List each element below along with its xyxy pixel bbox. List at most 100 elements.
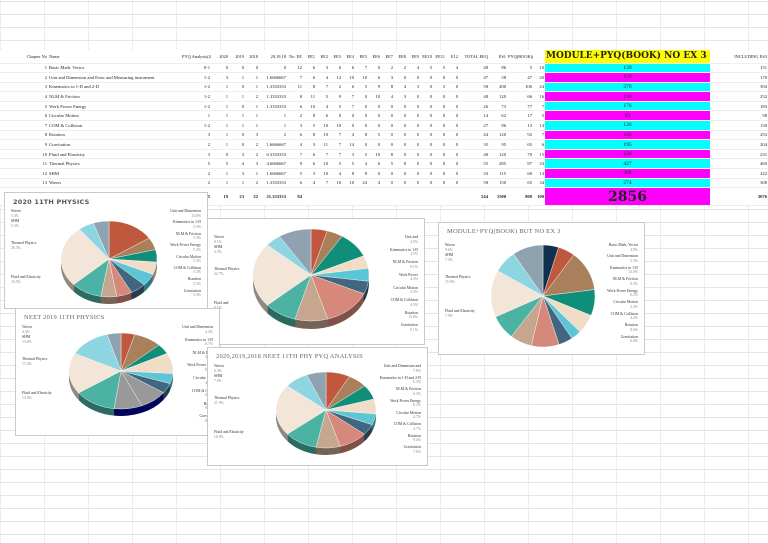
table-cell[interactable]: 0 (381, 168, 394, 179)
table-cell[interactable]: 120 (489, 91, 507, 102)
table-cell[interactable]: 0 (420, 72, 433, 83)
table-cell[interactable]: 7 (316, 149, 329, 160)
table-cell[interactable]: 5 (420, 63, 433, 74)
table-cell[interactable]: 0 (407, 72, 420, 83)
table-cell[interactable]: 0 (433, 149, 446, 160)
table-cell[interactable]: TOTAL EEQ (459, 50, 489, 64)
table-cell[interactable]: 0 (446, 72, 459, 83)
table-cell[interactable]: 13 (507, 120, 533, 131)
table-cell[interactable]: 0 (394, 139, 407, 150)
table-cell[interactable]: 0 (446, 139, 459, 150)
pie-slice-thermal-physics[interactable] (60, 228, 110, 285)
table-cell[interactable]: 5 (368, 130, 381, 141)
table-cell[interactable]: 0 (342, 120, 355, 131)
table-cell[interactable]: 231 (710, 149, 768, 160)
table-cell[interactable]: 22 (245, 187, 259, 207)
table-cell[interactable]: 0 (229, 101, 245, 112)
table-cell[interactable]: 0 (420, 158, 433, 170)
table-cell[interactable]: 1 (245, 72, 259, 83)
table-cell[interactable]: 0 (355, 91, 368, 102)
table-cell[interactable]: 33 (459, 168, 489, 179)
table-cell[interactable]: 3 (303, 168, 316, 179)
table-cell[interactable]: 47 (459, 72, 489, 83)
table-cell[interactable]: 170 (710, 72, 768, 83)
table-cell[interactable]: 7 (342, 91, 355, 102)
table-cell[interactable]: 5 (303, 120, 316, 131)
table-cell[interactable]: 2 (245, 178, 259, 189)
table-cell[interactable]: EE9 (407, 50, 420, 64)
table-cell[interactable] (446, 187, 459, 207)
table-cell[interactable]: 1 (245, 120, 259, 131)
table-cell[interactable] (433, 187, 446, 207)
table-cell[interactable]: COM & Collision (48, 120, 181, 131)
table-cell[interactable]: 0 (229, 139, 245, 150)
module-cell[interactable]: 139 (545, 63, 710, 74)
table-cell[interactable]: 5 (342, 158, 355, 170)
table-cell[interactable]: 98 (710, 110, 768, 122)
table-cell[interactable]: 0 (420, 110, 433, 122)
module-cell[interactable]: 236 (545, 91, 710, 102)
table-cell[interactable]: EE3 (329, 50, 342, 64)
table-cell[interactable]: 3 (287, 120, 303, 131)
table-cell[interactable]: Fluid and Elasticity (48, 149, 181, 160)
table-cell[interactable]: 4.6666667 (259, 158, 287, 170)
table-cell[interactable]: EE10 (420, 50, 433, 64)
table-cell[interactable]: 0 (394, 72, 407, 83)
table-cell[interactable]: 6 (303, 63, 316, 74)
table-cell[interactable]: 10 (303, 101, 316, 112)
table-cell[interactable]: 1.6666667 (259, 72, 287, 83)
pie-slice-waves[interactable] (279, 228, 312, 276)
table-cell[interactable]: 9 (0, 139, 48, 150)
pie-slice-unit-and-dimension[interactable] (108, 220, 150, 260)
table-cell[interactable]: 20 (533, 72, 545, 83)
table-cell[interactable]: 6 (303, 158, 316, 170)
table-cell[interactable]: 34 (533, 178, 545, 189)
table-cell[interactable]: 394 (710, 82, 768, 93)
table-cell[interactable]: 5 (329, 101, 342, 112)
table-cell[interactable]: 1.3333333 (259, 178, 287, 189)
table-cell[interactable]: 0 (446, 178, 459, 189)
table-cell[interactable]: 0 (420, 130, 433, 141)
table-cell[interactable]: 8 (394, 158, 407, 170)
table-cell[interactable]: 10 (368, 91, 381, 102)
table-cell[interactable]: 1 (211, 120, 229, 131)
module-cell[interactable]: 226 (545, 149, 710, 160)
table-cell[interactable]: 2 (259, 130, 287, 141)
table-cell[interactable]: 120 (489, 149, 507, 160)
table-cell[interactable] (407, 187, 420, 207)
table-cell[interactable]: 0 (381, 110, 394, 122)
table-cell[interactable]: 4 (368, 178, 381, 189)
table-cell[interactable]: 1 (229, 120, 245, 131)
module-cell[interactable]: 370 (545, 82, 710, 93)
table-cell[interactable]: 2 (0, 72, 48, 83)
table-cell[interactable] (420, 187, 433, 207)
table-cell[interactable]: 1-2 (181, 72, 211, 83)
table-cell[interactable]: 1 (245, 101, 259, 112)
module-cell[interactable]: 126 (545, 120, 710, 131)
table-cell[interactable]: 2 (245, 91, 259, 102)
table-cell[interactable]: 0 (381, 120, 394, 131)
table-cell[interactable]: 9 (287, 158, 303, 170)
table-cell[interactable]: 1500 (489, 187, 507, 207)
table-cell[interactable]: 4 (316, 72, 329, 83)
table-cell[interactable]: 87 (507, 158, 533, 170)
table-cell[interactable]: 2019 (229, 50, 245, 64)
table-cell[interactable]: 0 (211, 149, 229, 160)
table-cell[interactable]: 8 (381, 149, 394, 160)
table-cell[interactable]: 48 (459, 91, 489, 102)
table-cell[interactable]: 11 (316, 139, 329, 150)
table-cell[interactable]: 4 (355, 158, 368, 170)
table-cell[interactable]: 6 (533, 139, 545, 150)
table-cell[interactable]: 5 (329, 158, 342, 170)
table-cell[interactable]: 0 (446, 130, 459, 141)
table-cell[interactable] (303, 187, 316, 207)
table-cell[interactable]: EE11 (433, 50, 446, 64)
table-cell[interactable]: 1.6666667 (259, 139, 287, 150)
table-cell[interactable]: 3076 (710, 187, 768, 207)
table-cell[interactable]: 1 (211, 130, 229, 141)
table-cell[interactable]: 0 (368, 110, 381, 122)
table-cell[interactable]: 0 (368, 168, 381, 179)
table-cell[interactable]: 8 (287, 91, 303, 102)
table-cell[interactable]: 7 (316, 82, 329, 93)
table-cell[interactable]: 0 (407, 120, 420, 131)
